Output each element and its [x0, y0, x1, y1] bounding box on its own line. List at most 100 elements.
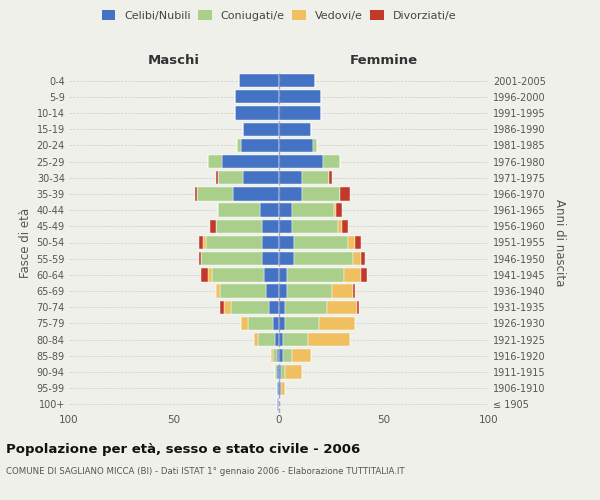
Bar: [279, 252, 294, 266]
Bar: [279, 366, 281, 378]
Bar: [271, 349, 272, 362]
Bar: [334, 204, 336, 217]
Bar: [302, 171, 329, 184]
Bar: [279, 317, 286, 330]
Bar: [292, 349, 311, 362]
Bar: [235, 90, 279, 104]
Bar: [336, 204, 342, 217]
Bar: [197, 188, 233, 200]
Bar: [279, 268, 287, 281]
Bar: [262, 252, 279, 266]
Bar: [279, 236, 294, 249]
Text: COMUNE DI SAGLIANO MICCA (BI) - Dati ISTAT 1° gennaio 2006 - Elaborazione TUTTIT: COMUNE DI SAGLIANO MICCA (BI) - Dati IST…: [6, 468, 404, 476]
Bar: [279, 106, 321, 120]
Bar: [328, 300, 356, 314]
Bar: [279, 188, 302, 200]
Bar: [208, 155, 223, 168]
Bar: [272, 349, 277, 362]
Bar: [277, 366, 279, 378]
Bar: [216, 171, 218, 184]
Bar: [230, 300, 269, 314]
Bar: [353, 252, 361, 266]
Bar: [292, 220, 338, 233]
Text: Femmine: Femmine: [350, 54, 418, 68]
Bar: [223, 155, 279, 168]
Bar: [286, 300, 328, 314]
Bar: [224, 300, 231, 314]
Legend: Celibi/Nubili, Coniugati/e, Vedovi/e, Divorziati/e: Celibi/Nubili, Coniugati/e, Vedovi/e, Di…: [100, 8, 458, 23]
Bar: [216, 284, 220, 298]
Bar: [248, 317, 272, 330]
Bar: [262, 220, 279, 233]
Bar: [361, 252, 365, 266]
Bar: [279, 171, 302, 184]
Bar: [279, 382, 281, 395]
Bar: [277, 382, 279, 395]
Bar: [254, 333, 258, 346]
Bar: [269, 300, 279, 314]
Bar: [202, 252, 262, 266]
Bar: [279, 349, 283, 362]
Bar: [262, 236, 279, 249]
Bar: [199, 252, 202, 266]
Bar: [323, 155, 340, 168]
Bar: [199, 236, 203, 249]
Bar: [279, 74, 314, 87]
Text: Popolazione per età, sesso e stato civile - 2006: Popolazione per età, sesso e stato civil…: [6, 442, 360, 456]
Bar: [258, 333, 275, 346]
Bar: [235, 106, 279, 120]
Bar: [195, 188, 197, 200]
Bar: [244, 122, 279, 136]
Bar: [244, 171, 279, 184]
Bar: [279, 122, 311, 136]
Bar: [331, 284, 353, 298]
Bar: [292, 204, 334, 217]
Y-axis label: Fasce di età: Fasce di età: [19, 208, 32, 278]
Bar: [355, 236, 361, 249]
Bar: [239, 74, 279, 87]
Bar: [216, 220, 262, 233]
Bar: [266, 284, 279, 298]
Bar: [344, 268, 361, 281]
Bar: [203, 236, 205, 249]
Bar: [286, 317, 319, 330]
Bar: [272, 317, 279, 330]
Bar: [283, 333, 308, 346]
Bar: [283, 349, 292, 362]
Bar: [329, 171, 331, 184]
Bar: [205, 236, 262, 249]
Bar: [302, 188, 340, 200]
Bar: [286, 366, 302, 378]
Bar: [340, 188, 350, 200]
Bar: [279, 138, 313, 152]
Bar: [277, 398, 279, 411]
Y-axis label: Anni di nascita: Anni di nascita: [553, 199, 566, 286]
Bar: [348, 236, 355, 249]
Bar: [237, 138, 241, 152]
Bar: [361, 268, 367, 281]
Bar: [356, 300, 359, 314]
Bar: [287, 268, 344, 281]
Bar: [220, 284, 266, 298]
Bar: [218, 204, 260, 217]
Bar: [277, 349, 279, 362]
Bar: [279, 300, 286, 314]
Bar: [353, 284, 355, 298]
Bar: [279, 90, 321, 104]
Bar: [265, 268, 279, 281]
Bar: [294, 236, 348, 249]
Bar: [308, 333, 350, 346]
Text: Maschi: Maschi: [148, 54, 200, 68]
Bar: [313, 138, 317, 152]
Bar: [260, 204, 279, 217]
Bar: [212, 268, 265, 281]
Bar: [208, 268, 212, 281]
Bar: [342, 220, 348, 233]
Bar: [338, 220, 342, 233]
Bar: [233, 188, 279, 200]
Bar: [279, 220, 292, 233]
Bar: [218, 171, 244, 184]
Bar: [202, 268, 208, 281]
Bar: [210, 220, 216, 233]
Bar: [281, 382, 286, 395]
